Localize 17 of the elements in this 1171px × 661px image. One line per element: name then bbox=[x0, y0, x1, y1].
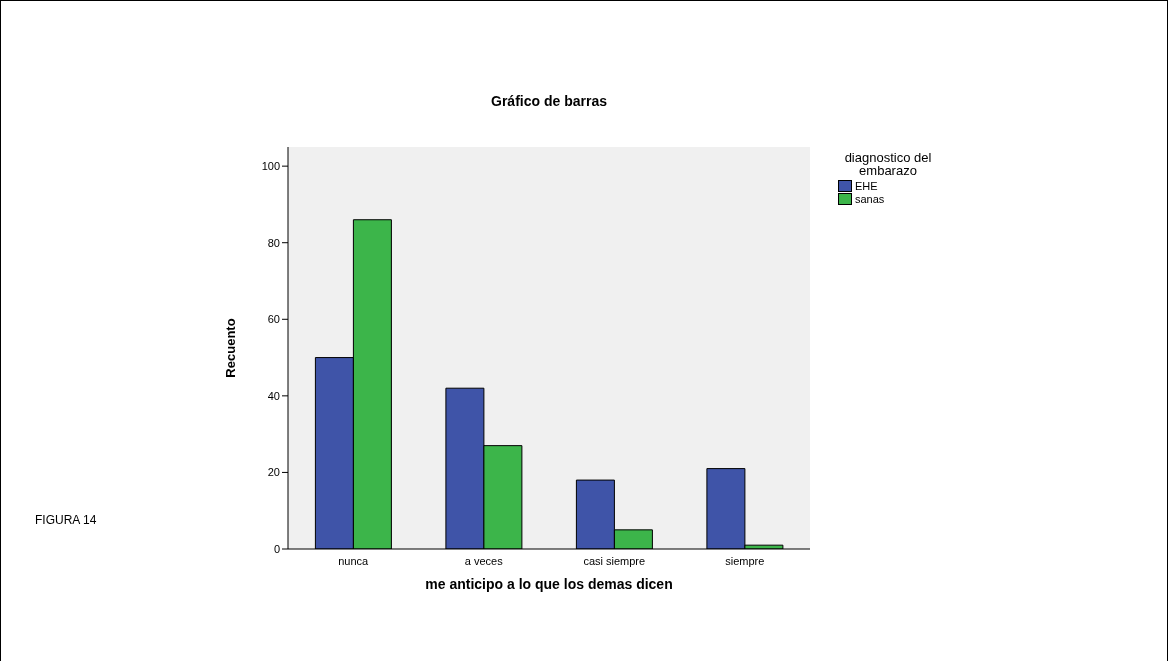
y-tick-label: 100 bbox=[261, 160, 280, 173]
y-tick-label: 0 bbox=[273, 542, 280, 555]
x-tick-label: siempre bbox=[725, 554, 765, 567]
y-tick-label: 40 bbox=[267, 389, 280, 402]
chart-title: Gráfico de barras bbox=[490, 93, 608, 109]
x-axis-title: me anticipo a lo que los demas dicen bbox=[425, 575, 673, 592]
x-tick-label: nunca bbox=[338, 554, 370, 567]
y-tick-label: 20 bbox=[267, 466, 280, 479]
x-tick-label: casi siempre bbox=[583, 554, 646, 567]
x-tick-label: a veces bbox=[464, 554, 504, 567]
y-tick-label: 60 bbox=[267, 313, 280, 326]
y-axis-title: Recuento bbox=[222, 318, 238, 378]
y-tick-label: 80 bbox=[267, 236, 280, 249]
legend-label: EHE bbox=[854, 179, 879, 192]
text: FIGURA 14 bbox=[35, 513, 97, 527]
legend-label: sanas bbox=[854, 192, 886, 205]
legend-title: diagnostico del embarazo bbox=[843, 150, 933, 178]
